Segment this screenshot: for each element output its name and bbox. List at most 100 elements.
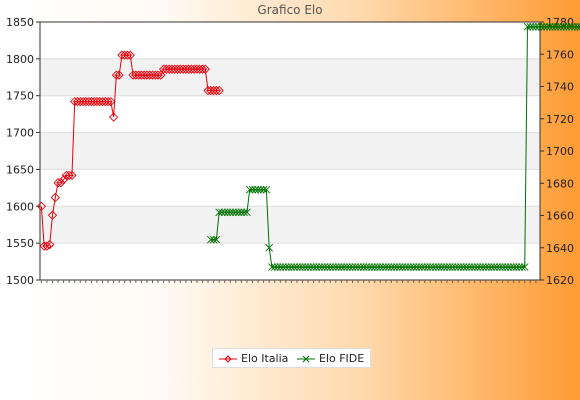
point-elo-fide (557, 23, 565, 31)
y-right-tick-label: 1640 (546, 242, 574, 255)
point-elo-italia (42, 241, 52, 251)
y-left-tick-label: 1750 (6, 90, 34, 103)
point-elo-fide (401, 263, 410, 271)
point-elo-fide (237, 208, 246, 217)
point-elo-fide (293, 263, 301, 271)
y-left-tick-label: 1800 (6, 53, 34, 66)
point-elo-fide (345, 263, 354, 271)
point-elo-fide (465, 263, 473, 271)
point-elo-fide (315, 263, 323, 271)
legend-label-elo-italia: Elo Italia (241, 352, 289, 365)
point-elo-fide (234, 208, 243, 217)
point-elo-fide (562, 23, 571, 31)
point-elo-fide (387, 263, 396, 271)
point-elo-italia (153, 70, 163, 80)
point-elo-italia (36, 201, 47, 211)
point-elo-fide (370, 263, 379, 271)
point-elo-fide (220, 208, 229, 217)
point-elo-fide (376, 263, 385, 271)
point-elo-fide (493, 263, 501, 271)
grid-band (40, 58, 540, 96)
point-elo-fide (254, 185, 262, 194)
y-right-tick-label: 1740 (546, 81, 574, 94)
point-elo-fide (348, 263, 357, 271)
point-elo-fide (226, 208, 235, 217)
point-elo-fide (501, 263, 510, 271)
point-elo-italia (50, 192, 60, 203)
point-elo-italia (47, 210, 58, 220)
point-elo-fide (565, 23, 573, 31)
point-elo-fide (318, 263, 326, 271)
point-elo-fide (320, 263, 329, 271)
point-elo-fide (459, 263, 468, 271)
grid-band (40, 206, 540, 244)
y-right-tick-label: 1660 (546, 210, 574, 223)
point-elo-fide (287, 263, 296, 271)
y-left-tick-label: 1700 (6, 127, 34, 140)
point-elo-fide (393, 263, 401, 271)
point-elo-fide (490, 263, 498, 271)
y-right-tick-label: 1680 (546, 177, 574, 190)
point-elo-fide (309, 263, 318, 271)
point-elo-fide (445, 263, 454, 271)
point-elo-fide (262, 185, 271, 194)
point-elo-fide (290, 263, 298, 271)
point-elo-italia (58, 175, 69, 185)
point-elo-fide (468, 263, 476, 271)
point-elo-fide (357, 263, 365, 271)
point-elo-fide (232, 208, 240, 217)
point-elo-fide (451, 263, 460, 271)
point-elo-fide (407, 263, 415, 271)
point-elo-fide (265, 243, 273, 252)
point-elo-fide (487, 263, 496, 271)
point-elo-fide (259, 185, 268, 194)
point-elo-fide (545, 23, 554, 31)
y-left-tick-label: 1650 (6, 163, 34, 176)
point-elo-fide (520, 263, 529, 271)
point-elo-fide (282, 263, 290, 271)
y-left-tick-label: 1850 (6, 16, 34, 29)
point-elo-fide (576, 23, 580, 31)
point-elo-fide (329, 263, 337, 271)
point-elo-fide (251, 185, 260, 194)
point-elo-fide (257, 185, 265, 194)
point-elo-italia (114, 70, 124, 80)
point-elo-fide (418, 263, 426, 271)
point-elo-fide (390, 263, 398, 271)
y-right-tick-label: 1700 (546, 145, 574, 158)
point-elo-italia (108, 112, 119, 122)
point-elo-fide (268, 263, 276, 271)
point-elo-fide (351, 263, 360, 271)
point-elo-italia (214, 85, 224, 96)
point-elo-fide (423, 263, 432, 271)
point-elo-fide (534, 23, 543, 31)
point-elo-fide (426, 263, 435, 271)
legend-marker-elo-fide (297, 355, 315, 363)
point-elo-fide (240, 208, 248, 217)
point-elo-fide (212, 235, 221, 244)
point-elo-fide (340, 263, 348, 271)
point-elo-italia (156, 70, 166, 80)
point-elo-fide (276, 263, 285, 271)
point-elo-fide (498, 263, 507, 271)
point-elo-fide (548, 23, 557, 31)
point-elo-fide (382, 263, 390, 271)
point-elo-fide (526, 23, 535, 31)
point-elo-fide (365, 263, 373, 271)
point-elo-fide (484, 263, 493, 271)
point-elo-fide (245, 185, 254, 194)
point-elo-fide (523, 23, 532, 31)
point-elo-fide (434, 263, 443, 271)
point-elo-fide (509, 263, 518, 271)
point-elo-italia (39, 241, 49, 251)
point-elo-fide (218, 208, 226, 217)
point-elo-fide (323, 263, 332, 271)
point-elo-fide (518, 263, 526, 271)
point-elo-italia (56, 178, 66, 188)
point-elo-italia (106, 96, 116, 107)
point-elo-fide (362, 263, 371, 271)
point-elo-fide (495, 263, 504, 271)
chart-title: Grafico Elo (257, 3, 323, 17)
point-elo-italia (111, 70, 122, 80)
